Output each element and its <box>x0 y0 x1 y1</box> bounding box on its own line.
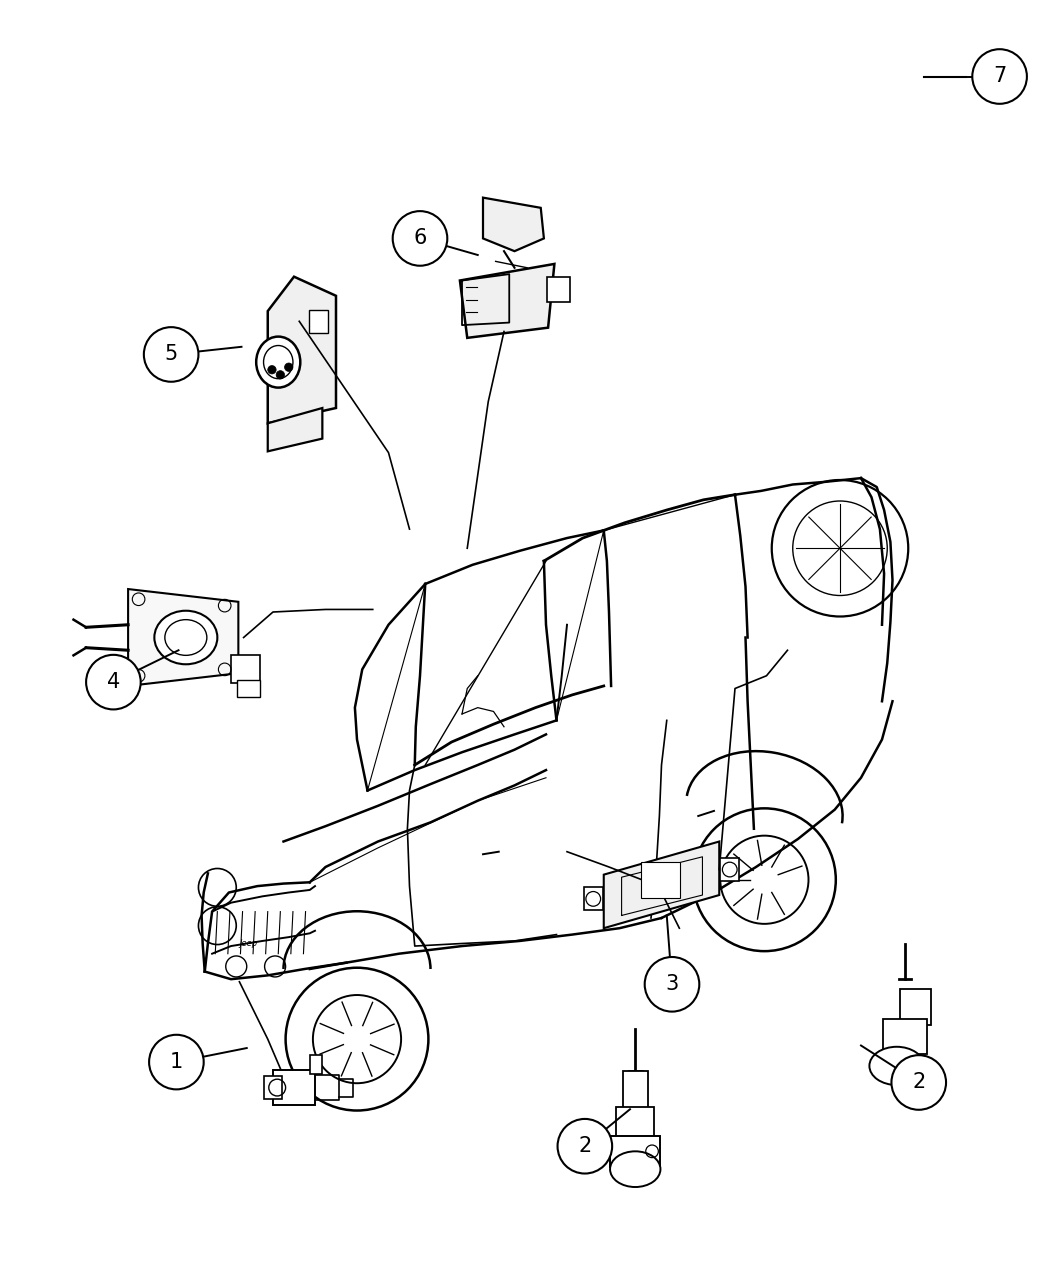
Polygon shape <box>460 264 554 338</box>
Ellipse shape <box>256 337 300 388</box>
Text: 2: 2 <box>912 1072 925 1093</box>
Text: 4: 4 <box>107 672 120 692</box>
Circle shape <box>972 50 1027 103</box>
Ellipse shape <box>869 1047 924 1085</box>
Bar <box>273 1070 315 1105</box>
Bar <box>231 655 260 683</box>
Ellipse shape <box>154 611 217 664</box>
Ellipse shape <box>610 1151 660 1187</box>
Circle shape <box>285 363 293 371</box>
Bar <box>883 1019 927 1054</box>
Bar <box>237 680 260 697</box>
Bar <box>720 858 739 881</box>
Text: 6: 6 <box>414 228 426 249</box>
Circle shape <box>891 1056 946 1109</box>
Bar <box>900 989 931 1025</box>
Circle shape <box>558 1119 612 1173</box>
Bar <box>610 1136 660 1167</box>
Polygon shape <box>483 198 544 251</box>
Text: 1: 1 <box>170 1052 183 1072</box>
Circle shape <box>268 366 276 374</box>
Bar <box>584 887 603 910</box>
Polygon shape <box>268 277 336 423</box>
Circle shape <box>144 328 198 381</box>
Bar <box>623 1071 648 1109</box>
Circle shape <box>393 212 447 265</box>
Bar <box>310 1054 322 1074</box>
Circle shape <box>276 371 285 379</box>
Polygon shape <box>268 408 322 451</box>
Circle shape <box>149 1035 204 1089</box>
Circle shape <box>645 958 699 1011</box>
Polygon shape <box>604 842 719 928</box>
Bar <box>640 862 680 898</box>
Text: Jeep: Jeep <box>239 938 258 949</box>
Bar <box>547 277 570 302</box>
Polygon shape <box>128 589 238 686</box>
Text: 3: 3 <box>666 974 678 994</box>
Text: 7: 7 <box>993 66 1006 87</box>
Text: 5: 5 <box>165 344 177 365</box>
Text: 2: 2 <box>579 1136 591 1156</box>
Bar <box>264 1076 282 1099</box>
Circle shape <box>86 655 141 709</box>
Bar <box>616 1107 654 1137</box>
Bar <box>309 310 328 333</box>
